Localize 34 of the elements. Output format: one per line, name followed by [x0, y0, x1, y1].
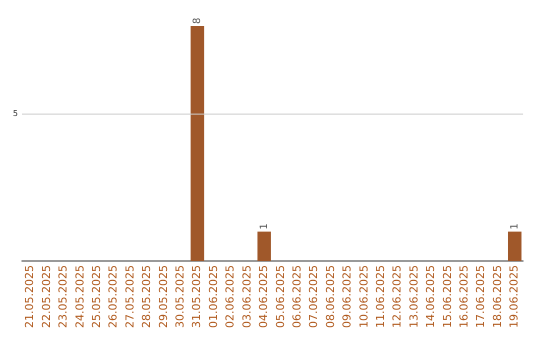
ref-line-label: 5	[12, 109, 18, 118]
x-tick-label: 06.06.2025	[290, 265, 304, 328]
data-label: 8	[192, 18, 203, 24]
x-tick-label: 19.06.2025	[508, 265, 521, 328]
x-tick-label: 01.06.2025	[206, 265, 220, 328]
x-tick-label: 25.05.2025	[90, 265, 104, 328]
x-tick-label: 02.06.2025	[224, 265, 237, 328]
x-tick-label: 18.06.2025	[490, 265, 504, 328]
x-tick-label: 08.06.2025	[324, 265, 337, 328]
x-tick-label: 23.05.2025	[56, 265, 70, 328]
x-tick-label: 13.06.2025	[407, 265, 420, 328]
x-tick-label: 16.06.2025	[457, 265, 470, 328]
x-tick-label: 11.06.2025	[374, 265, 387, 328]
data-label: 1	[509, 223, 520, 230]
x-tick-label: 26.05.2025	[106, 265, 120, 328]
x-tick-label: 17.06.2025	[474, 265, 488, 328]
data-label: 1	[258, 223, 270, 230]
x-tick-label: 21.05.2025	[23, 265, 36, 328]
x-tick-label: 22.05.2025	[40, 265, 53, 328]
x-tick-label: 05.06.2025	[274, 265, 287, 328]
x-tick-label: 10.06.2025	[357, 265, 370, 328]
x-tick-label: 28.05.2025	[140, 265, 154, 328]
x-tick-label: 14.06.2025	[424, 265, 438, 328]
x-tick-label: 31.05.2025	[190, 265, 204, 328]
x-tick-label: 15.06.2025	[440, 265, 454, 328]
x-tick-label: 07.06.2025	[307, 265, 320, 328]
x-tick-label: 30.05.2025	[174, 265, 187, 328]
x-tick-label: 24.05.2025	[73, 265, 86, 328]
x-tick-label: 04.06.2025	[257, 265, 270, 328]
x-tick-label: 12.06.2025	[390, 265, 404, 328]
x-tick-label: 03.06.2025	[240, 265, 254, 328]
x-tick-label: 27.05.2025	[123, 265, 136, 328]
x-tick-label: 29.05.2025	[156, 265, 170, 328]
x-tick-label: 09.06.2025	[340, 265, 354, 328]
